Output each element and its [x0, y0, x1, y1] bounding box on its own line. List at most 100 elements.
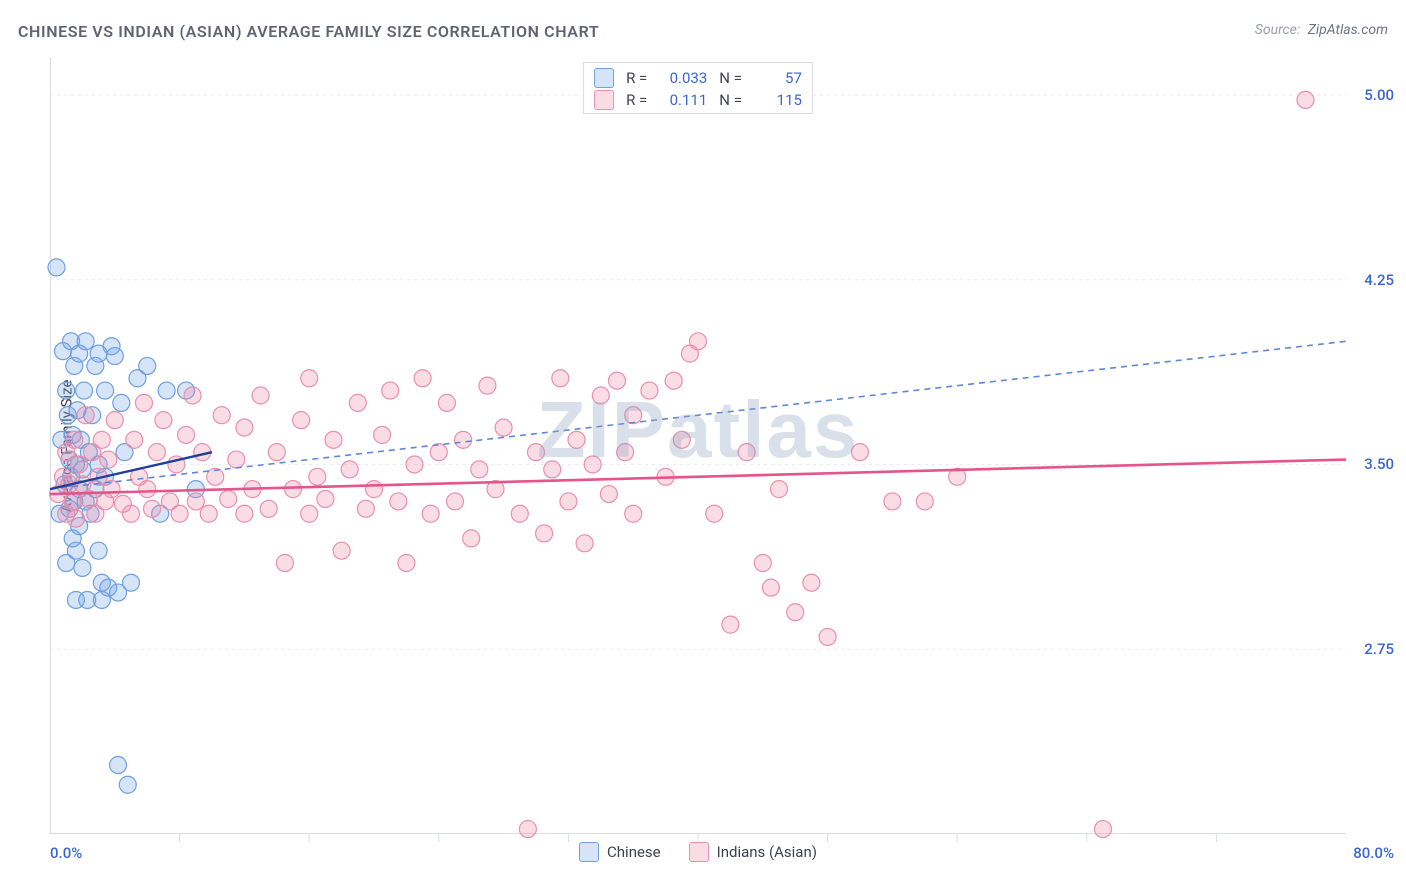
- n-label: N =: [719, 67, 742, 89]
- data-point: [625, 407, 642, 424]
- data-point: [414, 370, 431, 387]
- data-point: [576, 535, 593, 552]
- data-point: [665, 372, 682, 389]
- data-point: [93, 431, 110, 448]
- stats-legend: R = 0.033 N = 57 R = 0.111 N = 115: [583, 62, 813, 114]
- data-point: [455, 431, 472, 448]
- legend-swatch-indian: [689, 842, 709, 862]
- data-point: [119, 776, 136, 793]
- x-max-label: 80.0%: [1353, 844, 1394, 862]
- data-point: [268, 444, 285, 461]
- data-point: [803, 574, 820, 591]
- swatch-chinese: [594, 68, 614, 88]
- data-point: [771, 481, 788, 498]
- data-point: [673, 431, 690, 448]
- bottom-legend: Chinese Indians (Asian): [579, 842, 817, 862]
- data-point: [260, 500, 277, 517]
- data-point: [76, 382, 93, 399]
- data-point: [528, 444, 545, 461]
- swatch-indian: [594, 90, 614, 110]
- data-point: [471, 461, 488, 478]
- data-point: [349, 394, 366, 411]
- data-point: [617, 444, 634, 461]
- data-point: [110, 757, 127, 774]
- data-point: [600, 486, 617, 503]
- data-point: [106, 412, 123, 429]
- data-point: [236, 505, 253, 522]
- data-point: [317, 490, 334, 507]
- data-point: [366, 481, 383, 498]
- chart-container: CHINESE VS INDIAN (ASIAN) AVERAGE FAMILY…: [0, 0, 1406, 892]
- data-point: [706, 505, 723, 522]
- data-point: [819, 628, 836, 645]
- data-point: [511, 505, 528, 522]
- data-point: [171, 505, 188, 522]
- source-value: ZipAtlas.com: [1308, 22, 1388, 38]
- data-point: [544, 461, 561, 478]
- data-point: [100, 451, 117, 468]
- data-point: [690, 333, 707, 350]
- data-point: [738, 444, 755, 461]
- trend-solid: [50, 460, 1346, 494]
- data-point: [406, 456, 423, 473]
- data-point: [301, 370, 318, 387]
- data-point: [200, 505, 217, 522]
- data-point: [58, 382, 75, 399]
- plot-svg: [50, 58, 1346, 834]
- data-point: [641, 382, 658, 399]
- data-point: [67, 510, 84, 527]
- data-point: [325, 431, 342, 448]
- y-tick-label: 4.25: [1364, 271, 1394, 289]
- y-tick-label: 2.75: [1364, 640, 1394, 658]
- data-point: [184, 387, 201, 404]
- data-point: [90, 542, 107, 559]
- data-point: [187, 493, 204, 510]
- data-point: [390, 493, 407, 510]
- data-point: [71, 456, 88, 473]
- data-point: [374, 426, 391, 443]
- data-point: [422, 505, 439, 522]
- data-point: [1297, 91, 1314, 108]
- data-point: [123, 574, 140, 591]
- data-point: [762, 579, 779, 596]
- data-point: [220, 490, 237, 507]
- y-tick-label: 5.00: [1364, 86, 1394, 104]
- data-point: [48, 259, 65, 276]
- data-point: [252, 387, 269, 404]
- data-point: [148, 444, 165, 461]
- data-point: [155, 412, 172, 429]
- data-point: [341, 461, 358, 478]
- data-point: [139, 481, 156, 498]
- data-point: [447, 493, 464, 510]
- plot-area: ZIPatlas R = 0.033 N = 57 R = 0.111 N = …: [50, 58, 1346, 834]
- r-value-chinese: 0.033: [655, 67, 707, 89]
- legend-label-indian: Indians (Asian): [717, 843, 817, 861]
- data-point: [357, 500, 374, 517]
- data-point: [398, 555, 415, 572]
- data-point: [438, 394, 455, 411]
- data-point: [236, 419, 253, 436]
- data-point: [568, 431, 585, 448]
- stats-row-chinese: R = 0.033 N = 57: [594, 67, 802, 89]
- data-point: [852, 444, 869, 461]
- data-point: [625, 505, 642, 522]
- data-point: [309, 468, 326, 485]
- data-point: [609, 372, 626, 389]
- n-label: N =: [719, 89, 742, 111]
- data-point: [113, 394, 130, 411]
- legend-label-chinese: Chinese: [607, 843, 661, 861]
- data-point: [135, 394, 152, 411]
- data-point: [126, 431, 143, 448]
- r-value-indian: 0.111: [655, 89, 707, 111]
- data-point: [754, 555, 771, 572]
- data-point: [123, 505, 140, 522]
- stats-row-indian: R = 0.111 N = 115: [594, 89, 802, 111]
- data-point: [301, 505, 318, 522]
- data-point: [74, 559, 91, 576]
- trend-dashed: [50, 341, 1346, 489]
- data-point: [228, 451, 245, 468]
- data-point: [884, 493, 901, 510]
- data-point: [293, 412, 310, 429]
- source-label: Source:: [1255, 22, 1300, 38]
- data-point: [276, 555, 293, 572]
